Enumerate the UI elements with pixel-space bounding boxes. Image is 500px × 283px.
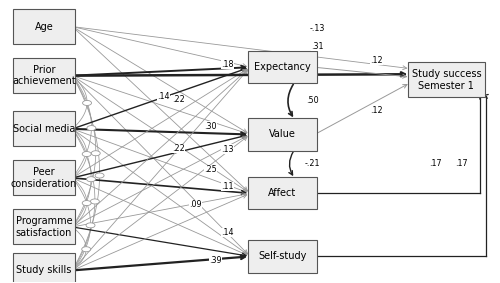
FancyArrowPatch shape <box>75 193 246 226</box>
Text: .14: .14 <box>222 228 234 237</box>
Text: .22: .22 <box>172 144 184 153</box>
Text: .50: .50 <box>306 97 318 105</box>
FancyArrowPatch shape <box>75 68 246 128</box>
Circle shape <box>92 151 100 156</box>
FancyBboxPatch shape <box>13 58 75 93</box>
FancyArrowPatch shape <box>75 72 405 76</box>
FancyArrowPatch shape <box>75 195 246 269</box>
Text: Study skills: Study skills <box>16 265 72 275</box>
Text: Peer
consideration: Peer consideration <box>10 167 77 189</box>
FancyBboxPatch shape <box>408 62 485 97</box>
FancyBboxPatch shape <box>248 51 317 83</box>
Circle shape <box>86 177 96 182</box>
Text: -.13: -.13 <box>310 23 325 33</box>
FancyArrowPatch shape <box>317 85 407 133</box>
Circle shape <box>82 100 92 106</box>
FancyArrowPatch shape <box>75 28 247 132</box>
Text: Self-study: Self-study <box>258 251 306 261</box>
Text: Prior
achievement: Prior achievement <box>12 65 76 86</box>
FancyArrowPatch shape <box>75 66 245 76</box>
Text: .22: .22 <box>172 95 184 104</box>
FancyBboxPatch shape <box>248 118 317 151</box>
Circle shape <box>86 223 95 228</box>
FancyArrowPatch shape <box>318 68 406 78</box>
FancyBboxPatch shape <box>13 9 75 44</box>
Circle shape <box>90 199 100 204</box>
Text: Affect: Affect <box>268 188 296 198</box>
FancyArrowPatch shape <box>74 137 247 269</box>
FancyArrowPatch shape <box>74 130 247 254</box>
FancyArrowPatch shape <box>75 179 246 255</box>
Text: .25: .25 <box>204 165 216 174</box>
Text: .18: .18 <box>222 60 234 69</box>
FancyArrowPatch shape <box>74 77 247 191</box>
Circle shape <box>87 126 96 131</box>
FancyArrowPatch shape <box>75 178 245 194</box>
FancyBboxPatch shape <box>13 253 75 283</box>
Circle shape <box>82 247 90 252</box>
FancyBboxPatch shape <box>13 209 75 245</box>
FancyArrowPatch shape <box>75 136 247 226</box>
Text: Social media: Social media <box>12 124 75 134</box>
FancyBboxPatch shape <box>248 240 317 273</box>
FancyArrowPatch shape <box>75 134 246 177</box>
FancyArrowPatch shape <box>288 84 294 116</box>
FancyArrowPatch shape <box>75 27 246 67</box>
Text: .17: .17 <box>428 159 442 168</box>
Text: .17: .17 <box>455 159 468 168</box>
FancyArrowPatch shape <box>75 76 246 134</box>
Text: -.21: -.21 <box>304 159 320 168</box>
Text: .12: .12 <box>370 56 383 65</box>
FancyArrowPatch shape <box>74 70 248 225</box>
Text: .13: .13 <box>222 145 234 154</box>
Text: .12: .12 <box>370 106 383 115</box>
FancyArrowPatch shape <box>75 228 246 257</box>
Text: Expectancy: Expectancy <box>254 62 311 72</box>
FancyArrowPatch shape <box>74 70 248 268</box>
FancyBboxPatch shape <box>248 177 317 209</box>
Text: Study success
Semester 1: Study success Semester 1 <box>412 69 481 91</box>
Text: .30: .30 <box>204 122 216 130</box>
FancyArrowPatch shape <box>74 29 248 191</box>
FancyArrowPatch shape <box>289 151 294 175</box>
FancyBboxPatch shape <box>13 112 75 146</box>
Text: Age: Age <box>34 22 53 32</box>
Text: .14: .14 <box>157 92 170 101</box>
FancyBboxPatch shape <box>13 160 75 196</box>
FancyArrowPatch shape <box>75 130 246 192</box>
Text: .31: .31 <box>311 42 324 51</box>
FancyArrowPatch shape <box>75 27 406 70</box>
Circle shape <box>95 173 104 178</box>
Text: .11: .11 <box>222 182 234 191</box>
Circle shape <box>82 201 91 205</box>
FancyArrowPatch shape <box>75 129 245 136</box>
Text: .09: .09 <box>189 200 202 209</box>
Text: .39: .39 <box>209 256 222 265</box>
FancyArrowPatch shape <box>75 69 247 177</box>
Circle shape <box>82 151 91 156</box>
Text: Value: Value <box>269 130 296 140</box>
FancyArrowPatch shape <box>74 78 248 254</box>
Text: Programme
satisfaction: Programme satisfaction <box>16 216 72 238</box>
FancyArrowPatch shape <box>75 255 245 270</box>
